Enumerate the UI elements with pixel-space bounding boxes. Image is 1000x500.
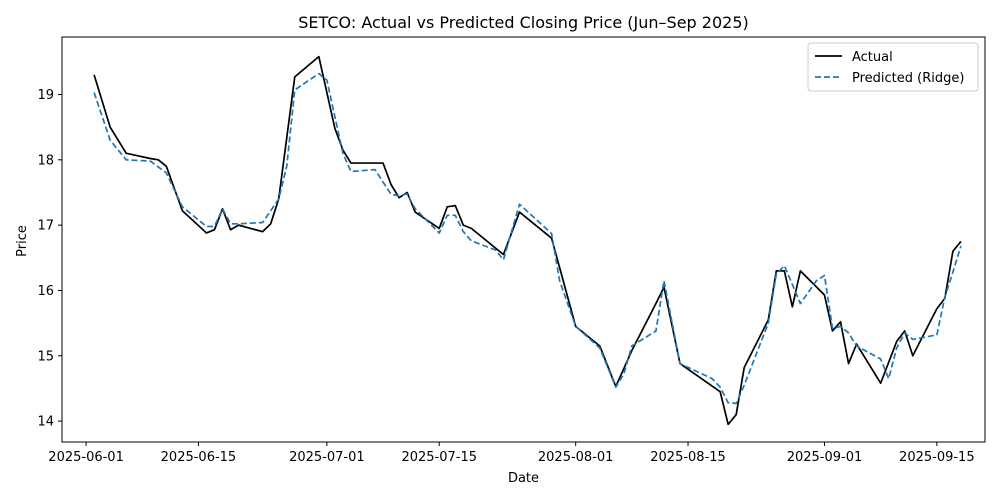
series-group xyxy=(93,55,962,426)
x-tick-label: 2025-07-01 xyxy=(289,450,365,465)
y-axis-label: Price xyxy=(15,225,30,257)
x-tick-label: 2025-07-15 xyxy=(401,450,477,465)
x-tick-label: 2025-08-01 xyxy=(538,450,614,465)
y-tick-label: 19 xyxy=(37,88,54,103)
y-axis: 14 15 16 17 18 19 xyxy=(37,88,62,430)
y-tick-label: 18 xyxy=(37,153,54,168)
chart-title: SETCO: Actual vs Predicted Closing Price… xyxy=(298,13,749,32)
y-tick-label: 15 xyxy=(37,349,54,364)
y-tick-label: 17 xyxy=(37,219,54,234)
series-line-predicted xyxy=(93,72,962,405)
x-tick-label: 2025-08-15 xyxy=(650,450,726,465)
legend-actual-label: Actual xyxy=(852,50,893,65)
x-tick-label: 2025-09-15 xyxy=(899,450,975,465)
axes-frame xyxy=(61,36,986,443)
x-axis: 2025-06-01 2025-06-15 2025-07-01 2025-07-15… xyxy=(48,442,975,465)
x-tick-label: 2025-09-01 xyxy=(787,450,863,465)
x-tick-label: 2025-06-15 xyxy=(161,450,237,465)
x-tick-label: 2025-06-01 xyxy=(48,450,124,465)
legend: Actual Predicted (Ridge) xyxy=(807,42,979,92)
y-tick-label: 16 xyxy=(37,284,54,299)
y-tick-label: 14 xyxy=(37,415,54,430)
legend-box xyxy=(807,42,979,92)
x-axis-label: Date xyxy=(508,471,539,486)
legend-predicted-label: Predicted (Ridge) xyxy=(852,71,964,86)
